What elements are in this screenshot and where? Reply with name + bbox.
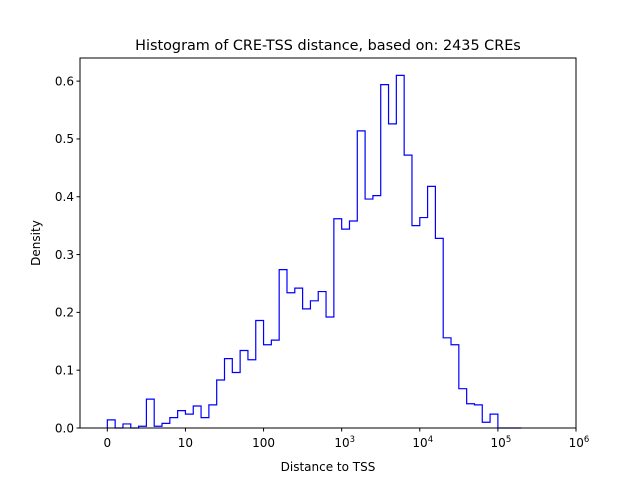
x-axis: 0 10 100 103 104 105 106	[104, 428, 590, 450]
y-axis: 0.0 0.1 0.2 0.3 0.4 0.5 0.6	[55, 74, 80, 435]
x-tick-label: 103	[334, 435, 355, 450]
y-tick-label: 0.5	[55, 132, 74, 146]
y-tick-label: 0.1	[55, 363, 74, 377]
x-tick-label: 100	[252, 436, 275, 450]
x-tick-label: 106	[569, 435, 590, 450]
plot-area	[80, 58, 576, 428]
y-tick-label: 0.4	[55, 190, 74, 204]
plot-frame	[79, 57, 577, 429]
x-axis-label: Distance to TSS	[281, 460, 376, 474]
y-axis-label: Density	[29, 220, 43, 266]
y-tick-label: 0.2	[55, 306, 74, 320]
y-tick-label: 0.3	[55, 248, 74, 262]
y-tick-label: 0.0	[55, 421, 74, 435]
histogram-step-line	[106, 74, 522, 429]
x-tick-label: 0	[104, 436, 112, 450]
chart-title: Histogram of CRE-TSS distance, based on:…	[135, 38, 521, 54]
x-tick-label: 105	[491, 435, 512, 450]
x-tick-label: 10	[178, 436, 193, 450]
x-tick-label: 104	[412, 435, 433, 450]
y-tick-label: 0.6	[55, 74, 74, 88]
